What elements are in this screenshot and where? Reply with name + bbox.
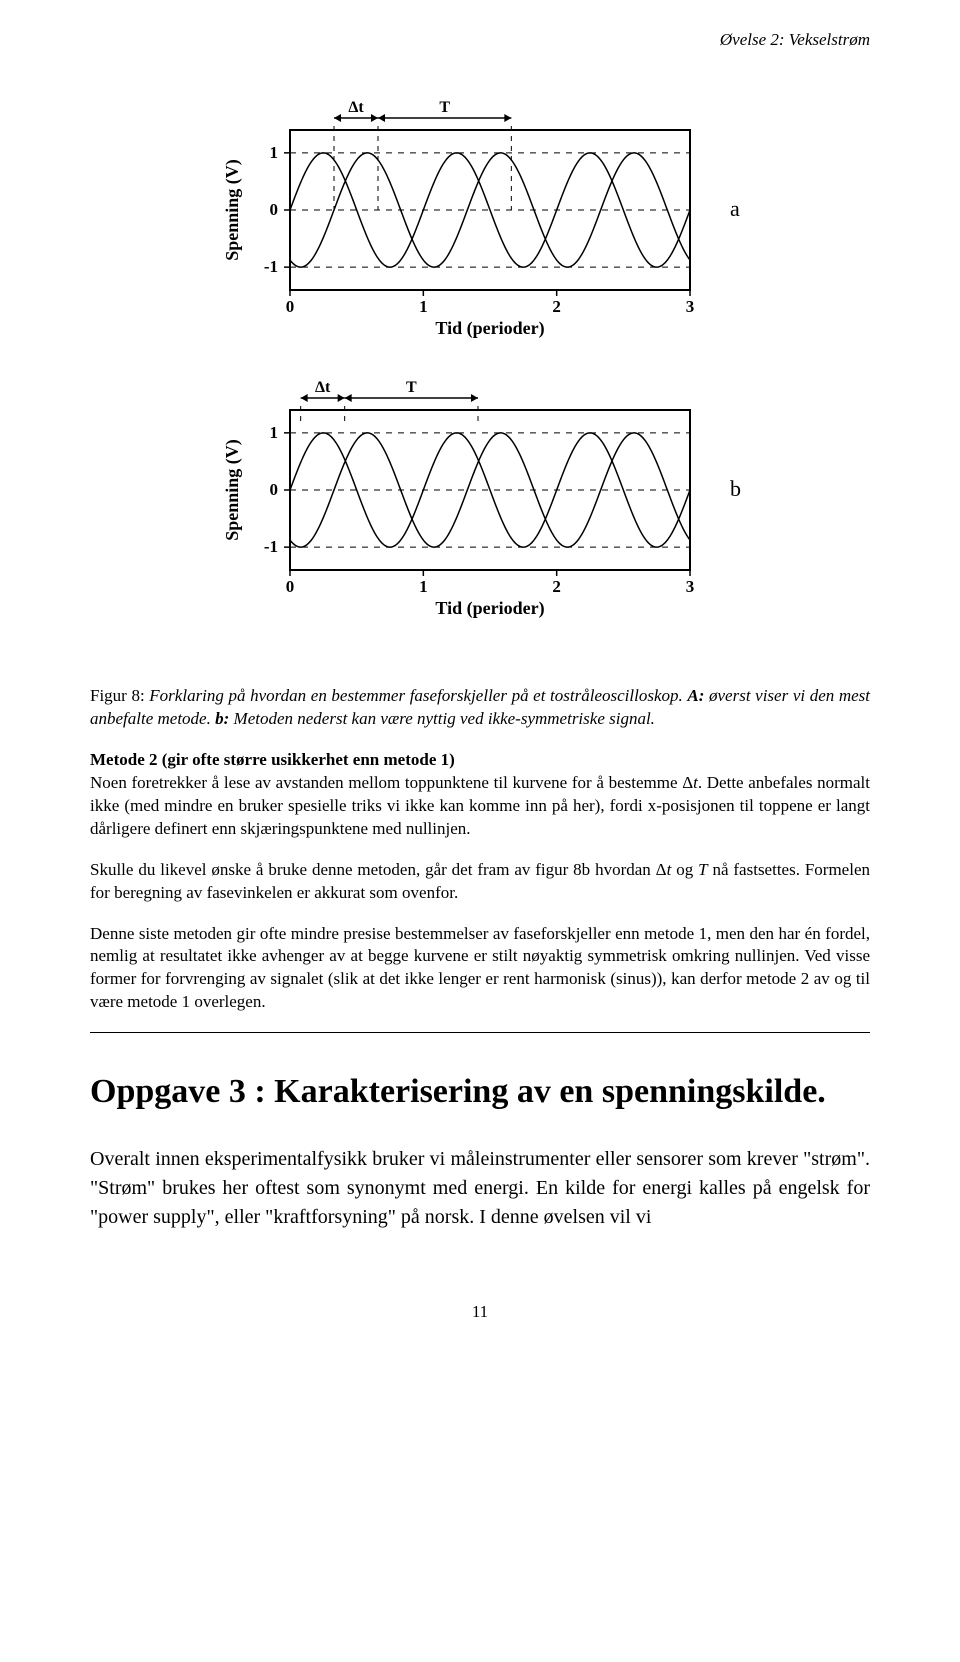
svg-text:T: T [439,99,450,116]
svg-text:3: 3 [686,297,695,316]
svg-text:a: a [730,196,740,221]
method2-text1: Noen foretrekker å lese av avstanden mel… [90,773,693,792]
svg-text:Δt: Δt [348,99,364,116]
svg-text:1: 1 [419,297,428,316]
section-divider [90,1032,870,1033]
method2-para: Metode 2 (gir ofte større usikkerhet enn… [90,749,870,841]
caption-b: Metoden nederst kan være nyttig ved ikke… [234,709,655,728]
running-header: Øvelse 2: Vekselstrøm [90,30,870,50]
caption-lead: Figur 8: [90,686,149,705]
svg-text:2: 2 [552,577,561,596]
svg-text:0: 0 [286,297,295,316]
page-number: 11 [90,1302,870,1322]
svg-text:Spenning (V): Spenning (V) [222,439,243,541]
caption-b-lead: b: [215,709,233,728]
svg-text:T: T [406,379,417,396]
svg-text:Tid (perioder): Tid (perioder) [435,318,544,339]
svg-text:0: 0 [286,577,295,596]
svg-text:Spenning (V): Spenning (V) [222,159,243,261]
figure-8: -1 0 1 0 1 2 3 Tid (perioder) Spenning (V) Δt Ta -1… [90,80,870,645]
p2a: Skulle du likevel ønske å bruke denne me… [90,860,667,879]
caption-a-lead: A: [687,686,709,705]
svg-text:1: 1 [270,143,279,162]
figure-caption: Figur 8: Forklaring på hvordan en bestem… [90,685,870,731]
svg-text:-1: -1 [264,257,278,276]
svg-text:0: 0 [270,480,279,499]
p2T: T [698,860,707,879]
oscilloscope-figure: -1 0 1 0 1 2 3 Tid (perioder) Spenning (V) Δt Ta -1… [200,80,760,640]
svg-text:1: 1 [419,577,428,596]
p2b: og [671,860,698,879]
svg-text:1: 1 [270,423,279,442]
svg-text:-1: -1 [264,537,278,556]
svg-text:2: 2 [552,297,561,316]
page: Øvelse 2: Vekselstrøm -1 0 1 0 1 2 3 Tid (perio… [0,0,960,1362]
svg-text:3: 3 [686,577,695,596]
task-intro: Overalt innen eksperimentalfysikk bruker… [90,1145,870,1232]
caption-desc: Forklaring på hvordan en bestemmer fasef… [149,686,687,705]
para-8b: Skulle du likevel ønske å bruke denne me… [90,859,870,905]
para-conclusion: Denne siste metoden gir ofte mindre pres… [90,923,870,1015]
svg-text:b: b [730,476,741,501]
svg-text:Tid (perioder): Tid (perioder) [435,598,544,619]
method2-lead: Metode 2 (gir ofte større usikkerhet enn… [90,750,455,769]
svg-text:0: 0 [270,200,279,219]
task-heading: Oppgave 3 : Karakterisering av en spenni… [90,1073,870,1111]
svg-text:Δt: Δt [315,379,331,396]
